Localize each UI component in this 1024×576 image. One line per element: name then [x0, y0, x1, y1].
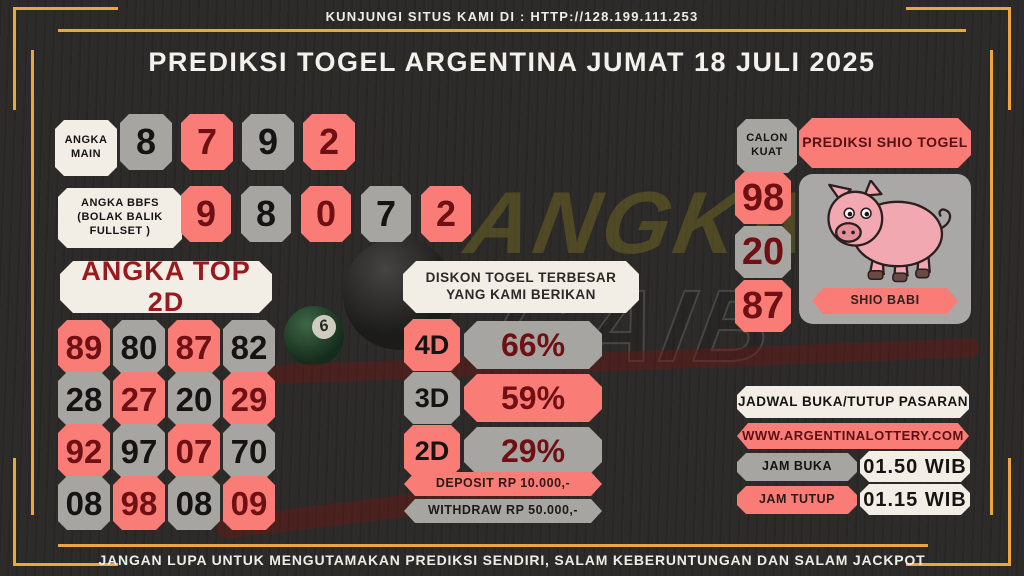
pool-ball-6-icon: 6 — [284, 306, 344, 366]
pig-illustration — [827, 180, 952, 283]
calon-kuat-label: CALON KUAT — [737, 119, 797, 173]
angka-main-label: ANGKA MAIN — [55, 120, 117, 176]
frame-line — [13, 563, 118, 566]
angka-bbfs-digit: 9 — [181, 186, 231, 242]
angka-main-digit: 2 — [303, 114, 355, 170]
frame-line — [906, 7, 1011, 10]
top2d-cell: 92 — [58, 424, 110, 478]
top2d-cell: 08 — [58, 476, 110, 530]
frame-line — [31, 50, 34, 515]
jam-tutup-label: JAM TUTUP — [737, 486, 857, 514]
angka-main-digit: 9 — [242, 114, 294, 170]
diskon-row-value: 66% — [464, 321, 602, 369]
frame-line — [13, 7, 16, 110]
top2d-cell: 80 — [113, 320, 165, 374]
jam-buka-label: JAM BUKA — [737, 453, 857, 481]
diskon-title: DISKON TOGEL TERBESAR YANG KAMI BERIKAN — [403, 261, 639, 313]
top2d-cell: 09 — [223, 476, 275, 530]
top2d-cell: 28 — [58, 372, 110, 426]
frame-line — [906, 563, 1011, 566]
shio-animal-panel: SHIO BABI — [799, 174, 971, 324]
top2d-cell: 89 — [58, 320, 110, 374]
top2d-cell: 27 — [113, 372, 165, 426]
frame-line — [1008, 7, 1011, 110]
calon-kuat-number: 87 — [735, 280, 791, 332]
frame-line — [58, 544, 928, 547]
diskon-row-label: 2D — [404, 425, 460, 477]
jadwal-title: JADWAL BUKA/TUTUP PASARAN — [737, 386, 969, 418]
top2d-cell: 08 — [168, 476, 220, 530]
angka-main-digit: 8 — [120, 114, 172, 170]
calon-kuat-number: 98 — [735, 172, 791, 224]
frame-line — [13, 7, 118, 10]
shio-title: PREDIKSI SHIO TOGEL — [799, 118, 971, 168]
top2d-cell: 87 — [168, 320, 220, 374]
angka-main-digit: 7 — [181, 114, 233, 170]
angka-bbfs-digit: 2 — [421, 186, 471, 242]
angka-bbfs-label: ANGKA BBFS (BOLAK BALIK FULLSET ) — [58, 188, 182, 248]
jam-tutup-value: 01.15 WIB — [860, 484, 970, 515]
top2d-cell: 97 — [113, 424, 165, 478]
top2d-cell: 07 — [168, 424, 220, 478]
diskon-row-value: 59% — [464, 374, 602, 422]
angka-bbfs-digit: 8 — [241, 186, 291, 242]
top2d-cell: 82 — [223, 320, 275, 374]
frame-line — [13, 458, 16, 566]
frame-line — [990, 50, 993, 515]
website-link[interactable]: WWW.ARGENTINALOTTERY.COM — [737, 423, 969, 449]
jam-buka-value: 01.50 WIB — [860, 451, 970, 482]
top2d-cell: 29 — [223, 372, 275, 426]
top2d-cell: 70 — [223, 424, 275, 478]
page-title: PREDIKSI TOGEL ARGENTINA JUMAT 18 JULI 2… — [148, 46, 876, 77]
diskon-row-value: 29% — [464, 427, 602, 475]
angka-bbfs-digit: 0 — [301, 186, 351, 242]
site-url-banner[interactable]: KUNJUNGI SITUS KAMI DI : HTTP://128.199.… — [325, 8, 699, 24]
frame-line — [58, 29, 966, 32]
diskon-row-label: 4D — [404, 319, 460, 371]
angka-bbfs-digit: 7 — [361, 186, 411, 242]
frame-line — [1008, 458, 1011, 566]
angka-top-2d-title: ANGKA TOP 2D — [60, 261, 272, 313]
top2d-cell: 20 — [168, 372, 220, 426]
footer-message: JANGAN LUPA UNTUK MENGUTAMAKAN PREDIKSI … — [98, 552, 926, 568]
withdraw-info: WITHDRAW RP 50.000,- — [404, 499, 602, 523]
top2d-cell: 98 — [113, 476, 165, 530]
shio-animal-label: SHIO BABI — [812, 288, 958, 314]
calon-kuat-number: 20 — [735, 226, 791, 278]
deposit-info: DEPOSIT RP 10.000,- — [404, 472, 602, 496]
pool-ball-6-number: 6 — [308, 311, 340, 343]
diskon-row-label: 3D — [404, 372, 460, 424]
